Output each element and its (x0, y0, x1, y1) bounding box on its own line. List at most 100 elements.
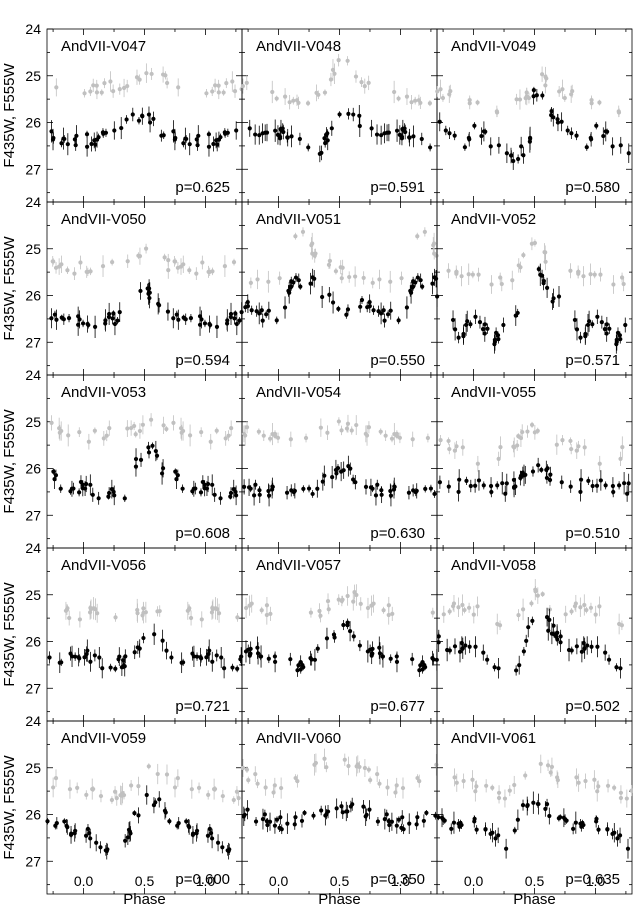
f435w-point (423, 486, 428, 491)
f435w-point (582, 646, 587, 651)
f435w-point (504, 151, 509, 156)
f435w-point (534, 93, 539, 98)
f435w-point (473, 314, 478, 319)
f555w-point (576, 271, 581, 276)
f555w-point (235, 615, 240, 620)
f435w-point (357, 113, 362, 118)
f435w-point (127, 829, 133, 834)
star-name: AndVII-V058 (451, 557, 536, 574)
panel-andvii-v047: 24 25 26 27 AndVII-V047 p=0.625 (25, 21, 244, 203)
f435w-point (614, 665, 619, 670)
f555w-point (137, 428, 143, 434)
f435w-point (464, 322, 469, 328)
f435w-point (306, 486, 312, 491)
f435w-point (299, 818, 305, 824)
f435w-point (293, 275, 299, 280)
f435w-point (225, 318, 230, 323)
f435w-point (384, 812, 389, 817)
star-name: AndVII-V060 (256, 730, 341, 747)
f435w-point (144, 792, 149, 798)
f435w-point (237, 318, 242, 323)
f555w-point (214, 428, 219, 433)
f435w-point (517, 663, 522, 668)
f435w-point (73, 143, 78, 148)
f435w-point (302, 810, 307, 815)
f435w-point (322, 473, 327, 478)
f435w-point (277, 136, 283, 141)
f555w-point (394, 431, 399, 436)
f555w-point (309, 243, 314, 248)
y-tick-label: 27 (25, 161, 41, 177)
f435w-point (174, 477, 179, 482)
f435w-point (88, 482, 93, 487)
f555w-point (569, 446, 574, 452)
f435w-point (54, 317, 59, 322)
f435w-point (599, 320, 604, 325)
f435w-point (59, 141, 64, 146)
f435w-point (341, 468, 346, 473)
f435w-point (301, 665, 306, 670)
f435w-point (473, 644, 478, 649)
f555w-point (255, 277, 260, 282)
f435w-point (173, 469, 178, 474)
f555w-point (438, 87, 443, 92)
star-name: AndVII-V052 (451, 211, 536, 228)
f555w-point (72, 271, 77, 276)
f555w-point (593, 612, 598, 617)
f435w-point (461, 334, 466, 339)
f435w-point (500, 481, 505, 486)
f435w-point (301, 486, 306, 491)
f555w-point (85, 269, 90, 274)
f435w-point (289, 488, 294, 493)
f555w-point (206, 792, 211, 797)
f555w-point (496, 456, 501, 461)
f555w-point (362, 765, 368, 771)
panel-andvii-v059: 24 25 26 27 AndVII-V059 p=0.600 (25, 713, 243, 895)
f555w-point (502, 796, 508, 801)
f435w-point (572, 317, 578, 323)
f555w-point (470, 777, 475, 782)
f555w-point (222, 263, 227, 269)
f555w-point (390, 611, 395, 616)
f435w-point (414, 488, 419, 493)
f435w-point (150, 443, 155, 448)
f435w-point (380, 654, 385, 659)
f555w-point (588, 272, 593, 277)
f435w-point (437, 119, 442, 124)
f555w-point (427, 101, 433, 106)
f435w-point (285, 821, 290, 826)
f555w-point (446, 438, 451, 444)
f435w-point (171, 129, 176, 134)
f435w-point (400, 815, 405, 820)
f435w-point (460, 646, 465, 651)
f435w-point (394, 128, 400, 133)
f435w-point (77, 656, 82, 661)
f555w-point (95, 611, 100, 616)
f555w-point (67, 615, 72, 621)
f435w-point (88, 659, 93, 664)
f555w-point (425, 435, 431, 441)
f555w-point (363, 431, 368, 436)
f435w-point (160, 466, 166, 471)
f435w-point (132, 650, 137, 655)
f555w-point (415, 234, 420, 239)
f555w-point (54, 85, 59, 90)
f435w-point (468, 322, 473, 327)
f435w-point (111, 489, 116, 494)
f555w-point (53, 776, 59, 781)
f435w-point (501, 322, 506, 328)
f555w-point (261, 433, 266, 438)
f435w-point (161, 133, 166, 138)
f555w-point (484, 783, 489, 788)
f555w-point (435, 89, 440, 94)
f435w-point (52, 477, 57, 482)
f435w-point (315, 646, 320, 651)
f435w-point (171, 316, 176, 321)
f555w-point (326, 262, 332, 267)
f555w-point (422, 229, 427, 234)
panel-andvii-v060: AndVII-V060 p=0.350 (240, 720, 439, 895)
f555w-point (589, 97, 594, 103)
f555w-point (562, 95, 567, 101)
period-label: p=0.635 (565, 871, 620, 888)
